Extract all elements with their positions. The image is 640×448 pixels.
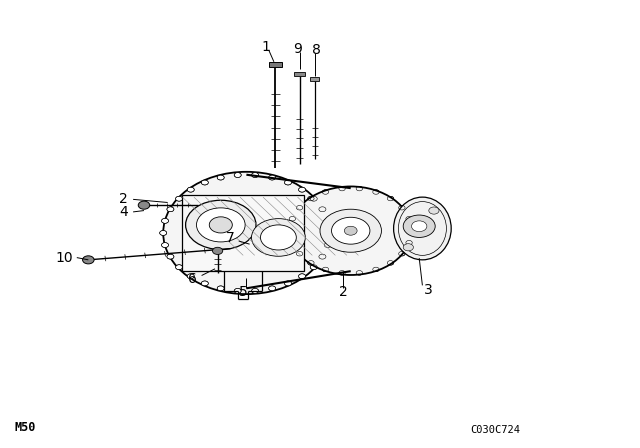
- Circle shape: [188, 274, 195, 279]
- Text: M50: M50: [14, 421, 35, 435]
- Circle shape: [202, 180, 209, 185]
- Circle shape: [83, 256, 94, 264]
- Circle shape: [339, 186, 345, 191]
- Circle shape: [308, 261, 314, 265]
- Circle shape: [399, 251, 405, 256]
- Text: 2: 2: [119, 192, 128, 207]
- Circle shape: [324, 218, 332, 223]
- Circle shape: [403, 215, 435, 237]
- FancyBboxPatch shape: [182, 195, 304, 271]
- Circle shape: [287, 228, 293, 233]
- Circle shape: [252, 289, 259, 293]
- Circle shape: [412, 221, 427, 232]
- Text: 3: 3: [424, 283, 433, 297]
- FancyBboxPatch shape: [269, 62, 282, 67]
- Circle shape: [196, 208, 245, 242]
- Circle shape: [175, 265, 182, 270]
- Circle shape: [296, 206, 303, 210]
- Circle shape: [310, 196, 317, 201]
- Circle shape: [289, 241, 296, 245]
- Circle shape: [217, 175, 224, 180]
- Circle shape: [372, 267, 379, 271]
- Circle shape: [285, 281, 292, 286]
- Circle shape: [408, 228, 415, 233]
- Circle shape: [298, 187, 305, 192]
- Circle shape: [188, 187, 195, 192]
- Circle shape: [356, 271, 363, 275]
- Circle shape: [260, 225, 296, 250]
- Circle shape: [310, 265, 317, 270]
- Text: C030C724: C030C724: [470, 425, 520, 435]
- Circle shape: [186, 200, 256, 250]
- Circle shape: [339, 271, 345, 275]
- Circle shape: [217, 286, 224, 291]
- Circle shape: [138, 201, 150, 209]
- Circle shape: [372, 190, 379, 194]
- Ellipse shape: [163, 172, 330, 294]
- Text: 1: 1: [261, 40, 270, 54]
- Circle shape: [269, 175, 276, 180]
- Circle shape: [324, 243, 332, 248]
- Circle shape: [308, 196, 314, 201]
- Text: 4: 4: [119, 205, 128, 219]
- Circle shape: [323, 267, 329, 271]
- Circle shape: [406, 241, 412, 245]
- Circle shape: [332, 217, 370, 244]
- Circle shape: [175, 196, 182, 201]
- Text: 7: 7: [226, 231, 235, 246]
- Circle shape: [356, 186, 363, 191]
- Circle shape: [319, 207, 326, 212]
- Text: 9: 9: [293, 42, 302, 56]
- Circle shape: [285, 180, 292, 185]
- Circle shape: [298, 274, 305, 279]
- Text: 5: 5: [239, 285, 248, 299]
- Circle shape: [323, 190, 329, 194]
- Circle shape: [252, 219, 305, 256]
- Circle shape: [403, 244, 413, 251]
- Circle shape: [289, 216, 296, 221]
- Circle shape: [201, 281, 208, 286]
- FancyBboxPatch shape: [310, 77, 319, 81]
- Ellipse shape: [394, 197, 451, 260]
- FancyBboxPatch shape: [294, 72, 305, 76]
- Text: 6: 6: [188, 271, 196, 286]
- Circle shape: [212, 247, 223, 254]
- Circle shape: [161, 218, 168, 223]
- Circle shape: [209, 217, 232, 233]
- Text: 8: 8: [312, 43, 321, 57]
- Text: 2: 2: [339, 285, 348, 299]
- Circle shape: [296, 251, 303, 256]
- Circle shape: [252, 172, 259, 177]
- Circle shape: [319, 254, 326, 259]
- Circle shape: [167, 207, 174, 212]
- Circle shape: [234, 172, 241, 177]
- Text: 10: 10: [55, 250, 73, 265]
- Circle shape: [161, 243, 168, 248]
- Circle shape: [159, 230, 166, 236]
- Circle shape: [344, 226, 357, 235]
- Circle shape: [269, 286, 276, 291]
- Circle shape: [234, 289, 241, 293]
- Circle shape: [326, 230, 333, 236]
- Circle shape: [320, 209, 381, 252]
- Circle shape: [406, 216, 412, 221]
- Circle shape: [399, 206, 405, 210]
- Ellipse shape: [290, 186, 412, 275]
- Circle shape: [167, 254, 174, 259]
- Circle shape: [387, 261, 394, 265]
- Circle shape: [429, 207, 439, 214]
- Circle shape: [387, 196, 394, 201]
